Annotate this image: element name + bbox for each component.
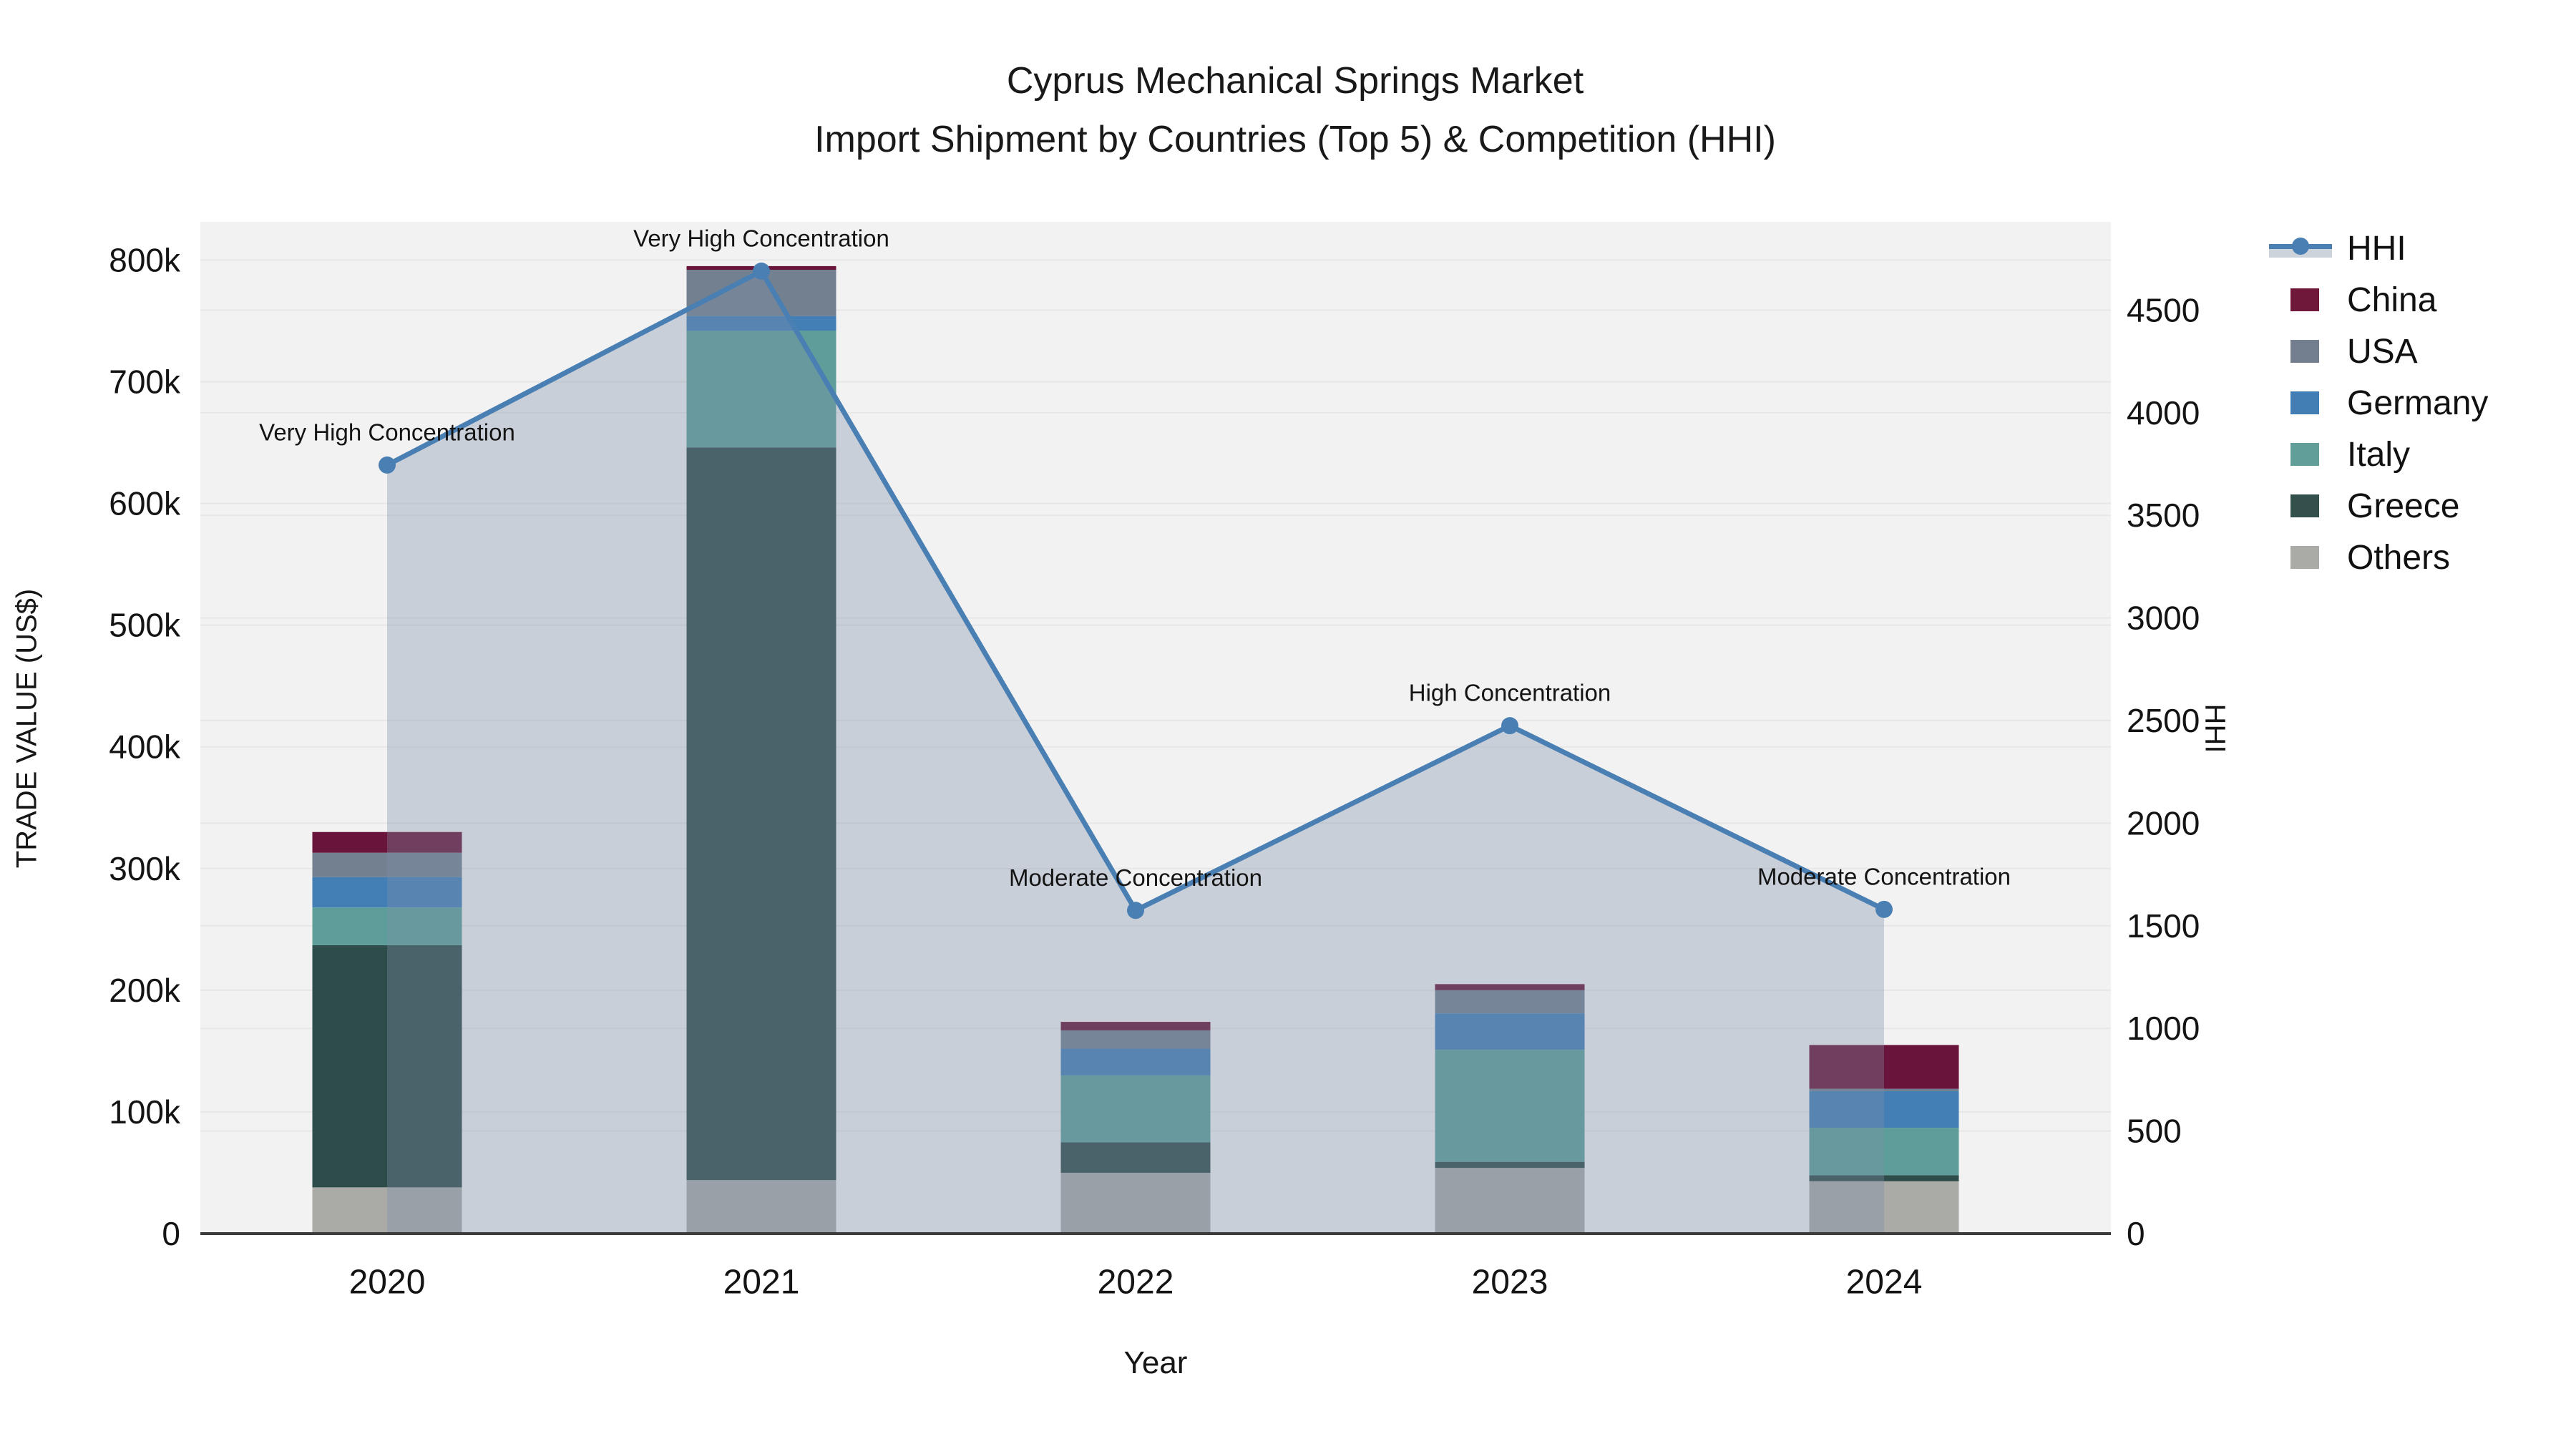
bar-segment-greece-2023 bbox=[1435, 1161, 1585, 1169]
annotation-2020: Very High Concentration bbox=[259, 419, 515, 445]
bar-segment-italy-2022 bbox=[1060, 1075, 1211, 1143]
bar-segment-others-2022 bbox=[1060, 1172, 1211, 1234]
legend-swatch-icon bbox=[2290, 443, 2319, 466]
bar-segment-italy-2024 bbox=[1809, 1128, 1959, 1176]
y-axis-label-right: HHI bbox=[2199, 703, 2231, 753]
legend-label: China bbox=[2347, 280, 2437, 319]
legend-label: Greece bbox=[2347, 487, 2460, 525]
bar-segment-greece-2021 bbox=[686, 447, 836, 1181]
x-tick-2023: 2023 bbox=[1472, 1264, 1548, 1302]
hhi-marker-2022 bbox=[1127, 902, 1144, 919]
bar-segment-usa-2020 bbox=[312, 852, 462, 877]
y-left-tick-800k: 800k bbox=[109, 241, 181, 278]
y-right-tick-500: 500 bbox=[2127, 1113, 2182, 1150]
y-left-tick-500k: 500k bbox=[109, 607, 181, 644]
bar-segment-others-2024 bbox=[1809, 1181, 1959, 1234]
y-left-tick-600k: 600k bbox=[109, 485, 181, 522]
bar-segment-china-2020 bbox=[312, 831, 462, 853]
bar-segment-china-2024 bbox=[1809, 1045, 1959, 1089]
y-right-tick-3500: 3500 bbox=[2127, 497, 2200, 534]
annotation-2023: High Concentration bbox=[1409, 680, 1611, 706]
bar-segment-italy-2023 bbox=[1435, 1050, 1585, 1162]
legend-item-hhi: HHI bbox=[2269, 223, 2488, 274]
bar-segment-greece-2022 bbox=[1060, 1142, 1211, 1173]
bar-segment-germany-2021 bbox=[686, 316, 836, 331]
y-right-tick-2500: 2500 bbox=[2127, 702, 2200, 739]
legend-label: Italy bbox=[2347, 435, 2411, 474]
bar-segment-italy-2021 bbox=[686, 331, 836, 448]
legend-label: USA bbox=[2347, 332, 2418, 371]
bar-segment-others-2020 bbox=[312, 1187, 462, 1234]
legend-item-china: China bbox=[2269, 274, 2488, 326]
y-left-tick-400k: 400k bbox=[109, 728, 181, 766]
x-tick-2024: 2024 bbox=[1846, 1264, 1923, 1302]
bar-segment-china-2023 bbox=[1435, 984, 1585, 990]
x-tick-2022: 2022 bbox=[1098, 1264, 1174, 1302]
bar-segment-germany-2024 bbox=[1809, 1091, 1959, 1128]
legend-label: Germany bbox=[2347, 384, 2489, 422]
y-right-tick-2000: 2000 bbox=[2127, 804, 2200, 841]
legend-line-icon bbox=[2269, 238, 2332, 258]
legend-swatch-icon bbox=[2290, 546, 2319, 569]
legend-swatch-icon bbox=[2290, 391, 2319, 414]
hhi-marker-2020 bbox=[379, 456, 396, 474]
annotation-2022: Moderate Concentration bbox=[1009, 864, 1262, 891]
x-tick-2020: 2020 bbox=[349, 1264, 426, 1302]
bar-segment-germany-2022 bbox=[1060, 1048, 1211, 1075]
bar-segment-greece-2020 bbox=[312, 945, 462, 1188]
bar-segment-usa-2022 bbox=[1060, 1030, 1211, 1049]
annotation-2024: Moderate Concentration bbox=[1757, 863, 2011, 889]
legend-swatch-icon bbox=[2290, 340, 2319, 363]
bar-segment-china-2022 bbox=[1060, 1022, 1211, 1030]
hhi-marker-2023 bbox=[1501, 717, 1518, 735]
legend-item-greece: Greece bbox=[2269, 480, 2488, 532]
chart-title: Cyprus Mechanical Springs Market Import … bbox=[0, 52, 2576, 169]
y-left-tick-300k: 300k bbox=[109, 850, 181, 887]
bar-segment-germany-2023 bbox=[1435, 1013, 1585, 1050]
bar-segment-germany-2020 bbox=[312, 877, 462, 908]
legend-label: HHI bbox=[2347, 229, 2406, 268]
y-right-tick-1000: 1000 bbox=[2127, 1010, 2200, 1047]
bar-segment-usa-2024 bbox=[1809, 1088, 1959, 1092]
y-left-tick-200k: 200k bbox=[109, 972, 181, 1009]
hhi-marker-2021 bbox=[753, 262, 770, 280]
legend-item-italy: Italy bbox=[2269, 429, 2488, 480]
x-tick-2021: 2021 bbox=[723, 1264, 800, 1302]
hhi-area-fill bbox=[387, 270, 1884, 1234]
legend: HHI China USA Germany Italy Greece Others bbox=[2269, 223, 2488, 583]
bar-segment-greece-2024 bbox=[1809, 1175, 1959, 1181]
y-right-tick-3000: 3000 bbox=[2127, 600, 2200, 637]
y-left-tick-700k: 700k bbox=[109, 363, 181, 400]
bar-segment-italy-2020 bbox=[312, 907, 462, 945]
legend-item-others: Others bbox=[2269, 532, 2488, 583]
legend-item-usa: USA bbox=[2269, 326, 2488, 377]
chart-title-line2: Import Shipment by Countries (Top 5) & C… bbox=[814, 119, 1776, 160]
y-axis-label-left: TRADE VALUE (US$) bbox=[11, 588, 43, 869]
y-right-tick-4500: 4500 bbox=[2127, 291, 2200, 328]
bar-segment-usa-2023 bbox=[1435, 990, 1585, 1014]
legend-swatch-icon bbox=[2290, 288, 2319, 311]
bar-segment-others-2021 bbox=[686, 1180, 836, 1234]
legend-item-germany: Germany bbox=[2269, 377, 2488, 429]
legend-label: Others bbox=[2347, 538, 2451, 577]
annotation-2021: Very High Concentration bbox=[633, 225, 889, 251]
y-right-tick-4000: 4000 bbox=[2127, 394, 2200, 431]
hhi-marker-2024 bbox=[1875, 900, 1893, 918]
y-left-tick-0: 0 bbox=[162, 1215, 180, 1252]
chart-title-line1: Cyprus Mechanical Springs Market bbox=[1006, 60, 1584, 102]
y-left-tick-100k: 100k bbox=[109, 1093, 181, 1131]
bar-segment-others-2023 bbox=[1435, 1168, 1585, 1234]
y-right-tick-1500: 1500 bbox=[2127, 907, 2200, 945]
legend-swatch-icon bbox=[2290, 494, 2319, 517]
x-axis-label: Year bbox=[1123, 1345, 1188, 1380]
y-right-tick-0: 0 bbox=[2127, 1215, 2145, 1252]
